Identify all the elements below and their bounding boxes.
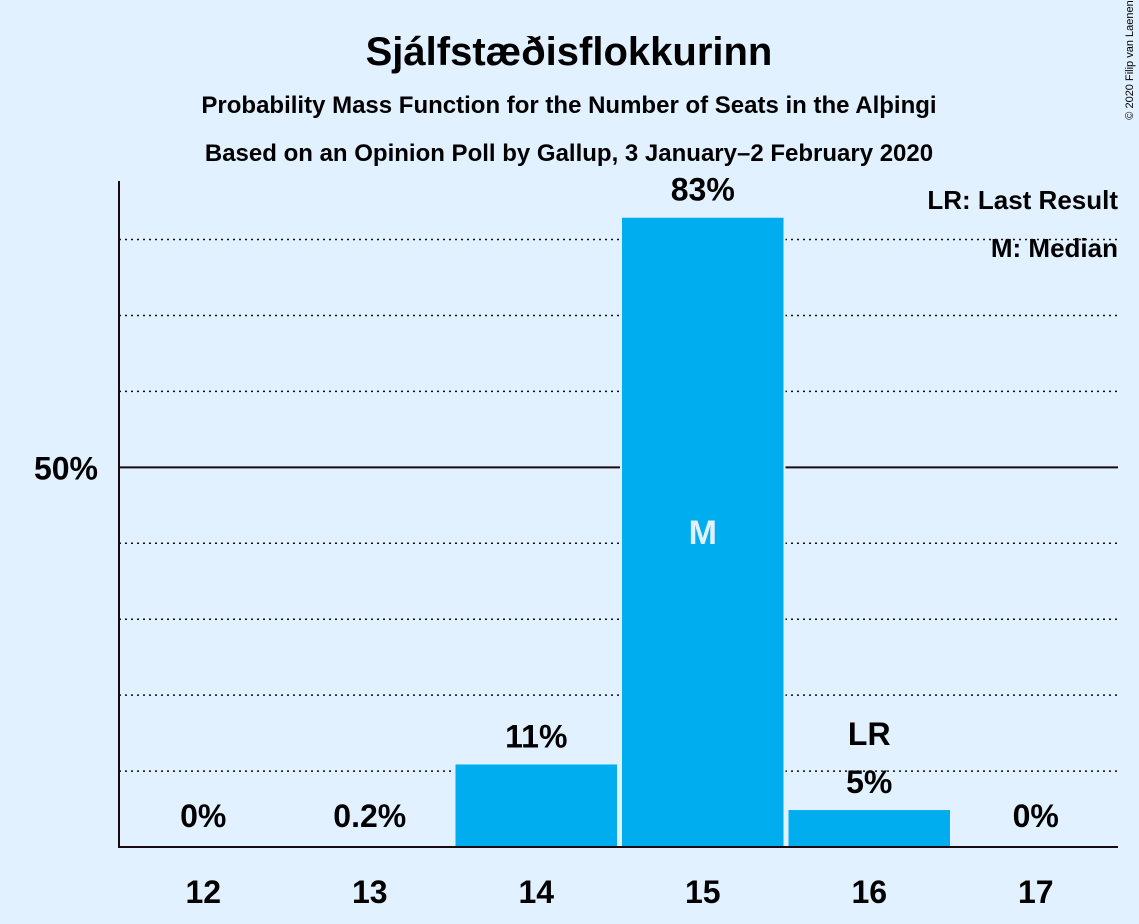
bar-14 xyxy=(453,762,619,849)
copyright-text: © 2020 Filip van Laenen xyxy=(1124,0,1136,119)
legend-median: M: Median xyxy=(991,233,1118,263)
x-tick-label-12: 12 xyxy=(185,874,221,910)
last-result-marker: LR xyxy=(848,716,891,752)
chart-subtitle-source: Based on an Opinion Poll by Gallup, 3 Ja… xyxy=(205,140,933,167)
value-label-15: 83% xyxy=(671,172,735,208)
bar-16 xyxy=(786,808,952,848)
x-tick-label-14: 14 xyxy=(518,874,554,910)
value-label-13: 0.2% xyxy=(333,798,406,834)
chart-title: Sjálfstæðisflokkurinn xyxy=(366,30,773,74)
x-tick-label-13: 13 xyxy=(352,874,388,910)
median-marker: M xyxy=(689,514,717,552)
bar-15 xyxy=(620,215,786,848)
x-tick-label-15: 15 xyxy=(685,874,721,910)
value-label-16: 5% xyxy=(846,764,892,800)
x-tick-label-17: 17 xyxy=(1018,874,1054,910)
y-tick-label-50: 50% xyxy=(34,450,98,486)
value-label-14: 11% xyxy=(505,718,567,754)
legend-last-result: LR: Last Result xyxy=(927,185,1118,215)
value-label-12: 0% xyxy=(180,798,226,834)
x-tick-label-16: 16 xyxy=(851,874,887,910)
chart-subtitle: Probability Mass Function for the Number… xyxy=(201,92,936,119)
value-label-17: 0% xyxy=(1013,798,1059,834)
